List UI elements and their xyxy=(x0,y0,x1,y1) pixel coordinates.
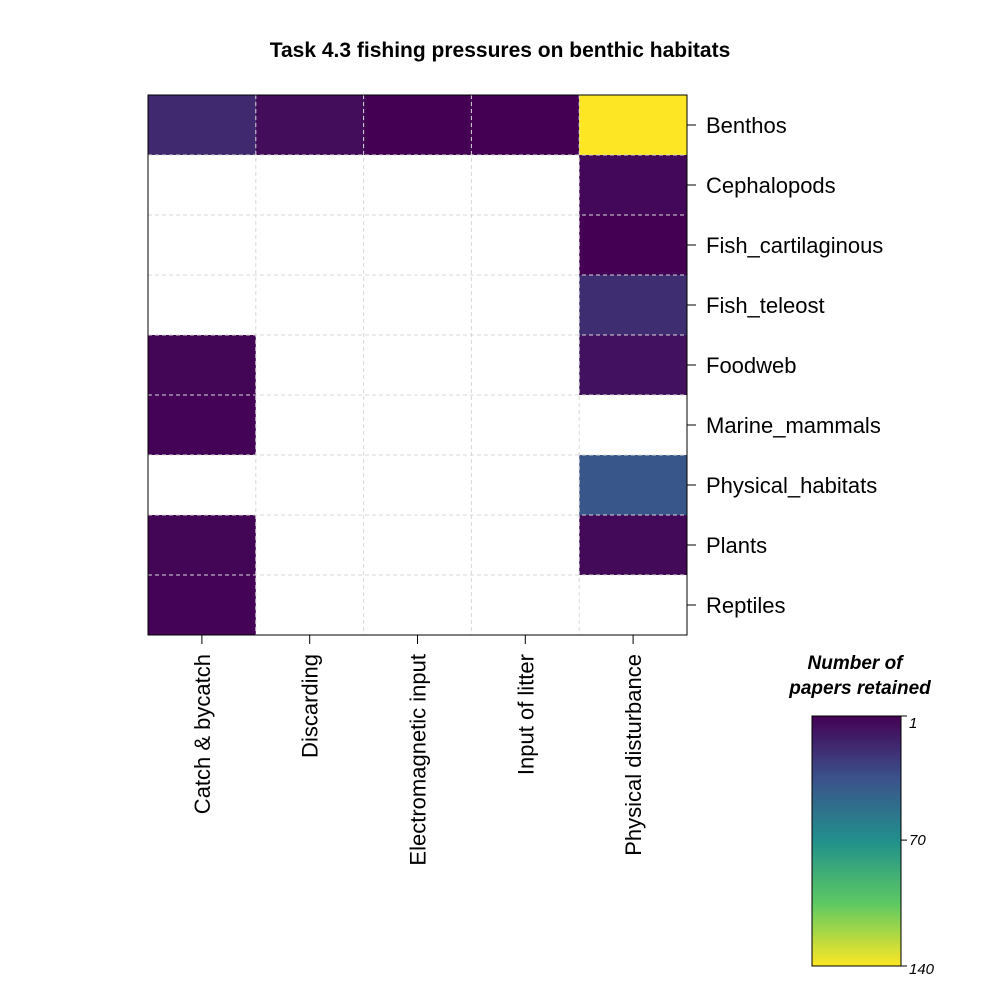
heatmap-cell xyxy=(363,95,472,155)
heatmap-cell xyxy=(579,155,687,215)
colorbar xyxy=(811,715,902,967)
colorbar-tick-label: 70 xyxy=(909,832,926,849)
heatmap-cell xyxy=(579,515,687,575)
heatmap-cell xyxy=(148,395,256,455)
grid-lines xyxy=(148,95,687,635)
x-tick-label: Input of litter xyxy=(513,654,538,775)
heatmap-cell xyxy=(148,335,256,395)
heatmap-cell xyxy=(579,335,687,395)
colorbar-legend: Number of papers retained 1 70 140 xyxy=(788,653,934,978)
heatmap-cell xyxy=(579,275,687,335)
chart-title: Task 4.3 fishing pressures on benthic ha… xyxy=(270,39,731,62)
y-tick-label: Marine_mammals xyxy=(706,413,881,438)
y-tick-label: Foodweb xyxy=(706,353,797,378)
heatmap-cell xyxy=(579,215,687,275)
y-tick-label: Plants xyxy=(706,533,767,558)
heatmap-cells xyxy=(148,95,687,635)
heatmap-cell xyxy=(471,95,580,155)
y-tick-label: Fish_cartilaginous xyxy=(706,233,883,258)
y-tick-label: Physical_habitats xyxy=(706,473,877,498)
x-tick-label: Physical disturbance xyxy=(621,654,646,856)
colorbar-ticks: 1 70 140 xyxy=(901,715,935,978)
y-tick-label: Cephalopods xyxy=(706,173,836,198)
x-tick-label: Discarding xyxy=(298,654,323,758)
colorbar-tick-label: 140 xyxy=(909,961,935,978)
heatmap-cell xyxy=(579,95,687,155)
y-axis: Benthos Cephalopods Fish_cartilaginous Fish… xyxy=(687,113,883,618)
y-tick-label: Reptiles xyxy=(706,593,785,618)
y-tick-label: Benthos xyxy=(706,113,787,138)
colorbar-tick-label: 1 xyxy=(909,715,917,732)
x-tick-label: Electromagnetic input xyxy=(406,654,431,866)
y-tick-label: Fish_teleost xyxy=(706,293,825,318)
heatmap-cell xyxy=(148,575,256,635)
x-axis: Catch & bycatch Discarding Electromagnetic… xyxy=(190,635,646,866)
heatmap-cell xyxy=(579,455,687,515)
colorbar-title-line-2: papers retained xyxy=(788,678,931,699)
heatmap-cell xyxy=(148,515,256,575)
heatmap-cell xyxy=(255,95,364,155)
heatmap-cell xyxy=(148,95,256,155)
colorbar-title-line-1: Number of xyxy=(808,653,905,674)
x-tick-label: Catch & bycatch xyxy=(190,654,215,814)
